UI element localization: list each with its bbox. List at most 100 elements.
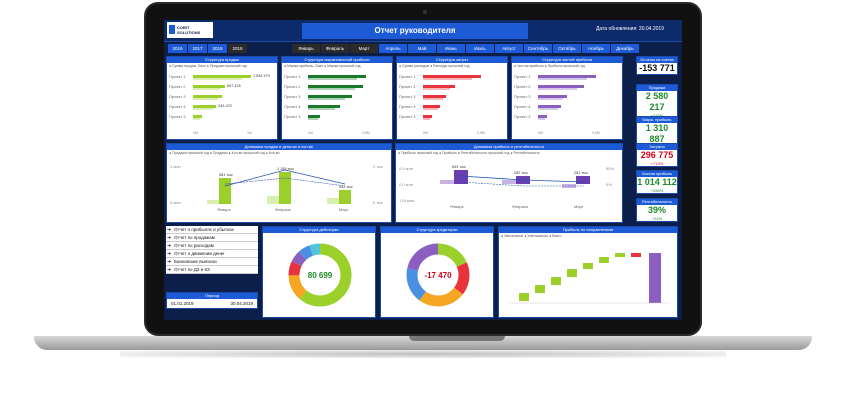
bar-last-year — [193, 98, 218, 100]
bar-row[interactable]: Проект 1 1 534 479 — [167, 73, 277, 80]
year-chip-2018[interactable]: 2018 — [208, 44, 227, 53]
receivables-panel: Структура дебиторки 80 699 — [262, 226, 376, 318]
page-title: Отчет руководителя — [302, 23, 528, 39]
bar-label: Проект 3 — [399, 114, 416, 119]
month-chip[interactable]: Июль — [466, 44, 494, 53]
bar-row[interactable]: Проект 3 — [167, 113, 277, 120]
bar-row[interactable]: Проект 2 — [397, 83, 507, 90]
receivables-donut: 80 699 — [288, 243, 352, 307]
y-right-top: 50% — [606, 166, 614, 171]
bar-last-year — [308, 78, 358, 80]
month-chip[interactable]: Ноябрь — [582, 44, 610, 53]
waterfall-step-2 — [535, 285, 545, 293]
net-legend: ● Чистая прибыль ● Прибыль прошлый год — [514, 64, 585, 68]
month-chip[interactable]: Март — [350, 44, 378, 53]
profit-dynamics-title: Динамика прибыли и рентабельности — [396, 144, 622, 150]
payables-donut: -17 470 — [406, 243, 470, 307]
bar-last-year — [308, 118, 318, 120]
year-chip-2017[interactable]: 2017 — [188, 44, 207, 53]
sales-dynamics-chart: 1 млн 0 млн 2 тыс 0 тыс 981 тыс 1 155 ты… — [170, 164, 383, 212]
dashboard-screen: COBIT SOLUTIONS Отчет руководителя Дата … — [164, 20, 682, 320]
bar-current — [538, 115, 547, 118]
x-tick: 0М — [308, 131, 313, 135]
bar-value: 647 478 — [226, 84, 241, 88]
nav-link[interactable]: Банковские выписки — [166, 258, 258, 266]
waterfall-title: Прибыль по направлениям — [499, 227, 677, 233]
kpi-delta: +24% — [651, 216, 663, 221]
x-tick: 0М — [538, 131, 543, 135]
sales-dynamics-legend: ● Продажи прошлый год ● Продажи ● Кол-во… — [169, 151, 280, 155]
month-chip[interactable]: Сентябрь — [524, 44, 552, 53]
period-to[interactable]: 30.04.2019 — [230, 301, 253, 306]
waterfall-step-5 — [583, 263, 593, 269]
waterfall-step-1 — [519, 293, 529, 301]
segment-6 — [288, 243, 352, 307]
bar-row[interactable]: Проект 1 — [282, 73, 392, 80]
bar-label: Проект 4 — [169, 104, 186, 109]
laptop-shadow — [120, 350, 726, 358]
year-chip-2019[interactable]: 2019 — [228, 44, 247, 53]
month-chip[interactable]: Май — [408, 44, 436, 53]
bar-last-year — [538, 118, 546, 120]
bar-last-year — [538, 88, 578, 90]
year-chip-2016[interactable]: 2016 — [168, 44, 187, 53]
nav-link[interactable]: Отчет о движении денег — [166, 250, 258, 258]
bar-label: Проект 1 — [399, 74, 416, 79]
costs-legend: ● Сумма расходов ● Расходы прошлый год — [399, 64, 470, 68]
bar-row[interactable]: Проект 3 — [282, 93, 392, 100]
x-tick: 0,5М — [477, 131, 485, 135]
period-from[interactable]: 01.01.2019 — [171, 301, 194, 306]
bar-label: Проект 3 — [284, 94, 301, 99]
bar-row[interactable]: Проект 3 — [512, 113, 622, 120]
x-tick-mar: Март — [339, 207, 349, 212]
bar-row[interactable]: Проект 2 — [512, 83, 622, 90]
bar-label: Проект 4 — [399, 104, 416, 109]
month-chip[interactable]: Январь — [292, 44, 320, 53]
bar-row[interactable]: Проект 3 — [397, 113, 507, 120]
bar-row[interactable]: Проект 3 — [397, 93, 507, 100]
waterfall-step-6 — [599, 257, 609, 263]
y-right-bottom: 0% — [606, 182, 612, 187]
month-chip[interactable]: Июнь — [437, 44, 465, 53]
bar-feb — [279, 172, 291, 204]
nav-link[interactable]: Отчет о прибылях и убытках — [166, 226, 258, 234]
bar-row[interactable]: Проект 4 — [282, 103, 392, 110]
month-chip[interactable]: Апрель — [379, 44, 407, 53]
bar-current — [193, 105, 217, 108]
bar-row[interactable]: Проект 3 — [512, 93, 622, 100]
sales-structure-panel: Структура продаж ● Сумма продаж, Базо ● П… — [166, 56, 278, 140]
company-logo: COBIT SOLUTIONS — [167, 22, 213, 38]
nav-link[interactable]: Отчет по расходам — [166, 242, 258, 250]
bar-row[interactable]: Проект 4 — [512, 103, 622, 110]
bar-row[interactable]: Проект 1 — [397, 73, 507, 80]
profit-last-year-feb — [502, 180, 516, 184]
bar-row[interactable]: Проект 2 — [282, 83, 392, 90]
bar-row[interactable]: Проект 1 — [512, 73, 622, 80]
kpi-title: Продажи — [637, 85, 677, 91]
bar-row[interactable]: Проект 3 — [282, 113, 392, 120]
bar-value: 1 534 479 — [253, 74, 270, 78]
month-chip[interactable]: Август — [495, 44, 523, 53]
bar-row[interactable]: Проект 2 647 478 — [167, 83, 277, 90]
bar-last-year — [193, 78, 243, 80]
month-chip[interactable]: Декабрь — [611, 44, 639, 53]
month-chip[interactable]: Октябрь — [553, 44, 581, 53]
payables-total: -17 470 — [424, 271, 452, 280]
bar-row[interactable]: Проект 4 245 472 — [167, 103, 277, 110]
nav-link[interactable]: Отчет по ДЗ и КЗ — [166, 266, 258, 274]
bar-last-year — [308, 88, 355, 90]
bar-row[interactable]: Проект 3 — [167, 93, 277, 100]
data-label-feb: 282 тыс — [514, 171, 528, 175]
data-label-mar: 251 тыс — [574, 171, 588, 175]
bar-row[interactable]: Проект 4 — [397, 103, 507, 110]
bar-last-year — [423, 118, 431, 120]
bar-label: Проект 3 — [284, 114, 301, 119]
bar-current — [538, 75, 596, 78]
period-title: Период — [167, 293, 257, 299]
laptop-notch — [409, 336, 505, 341]
month-chip[interactable]: Февраль — [321, 44, 349, 53]
nav-link[interactable]: Отчет по продажам — [166, 234, 258, 242]
bar-last-year — [538, 98, 563, 100]
